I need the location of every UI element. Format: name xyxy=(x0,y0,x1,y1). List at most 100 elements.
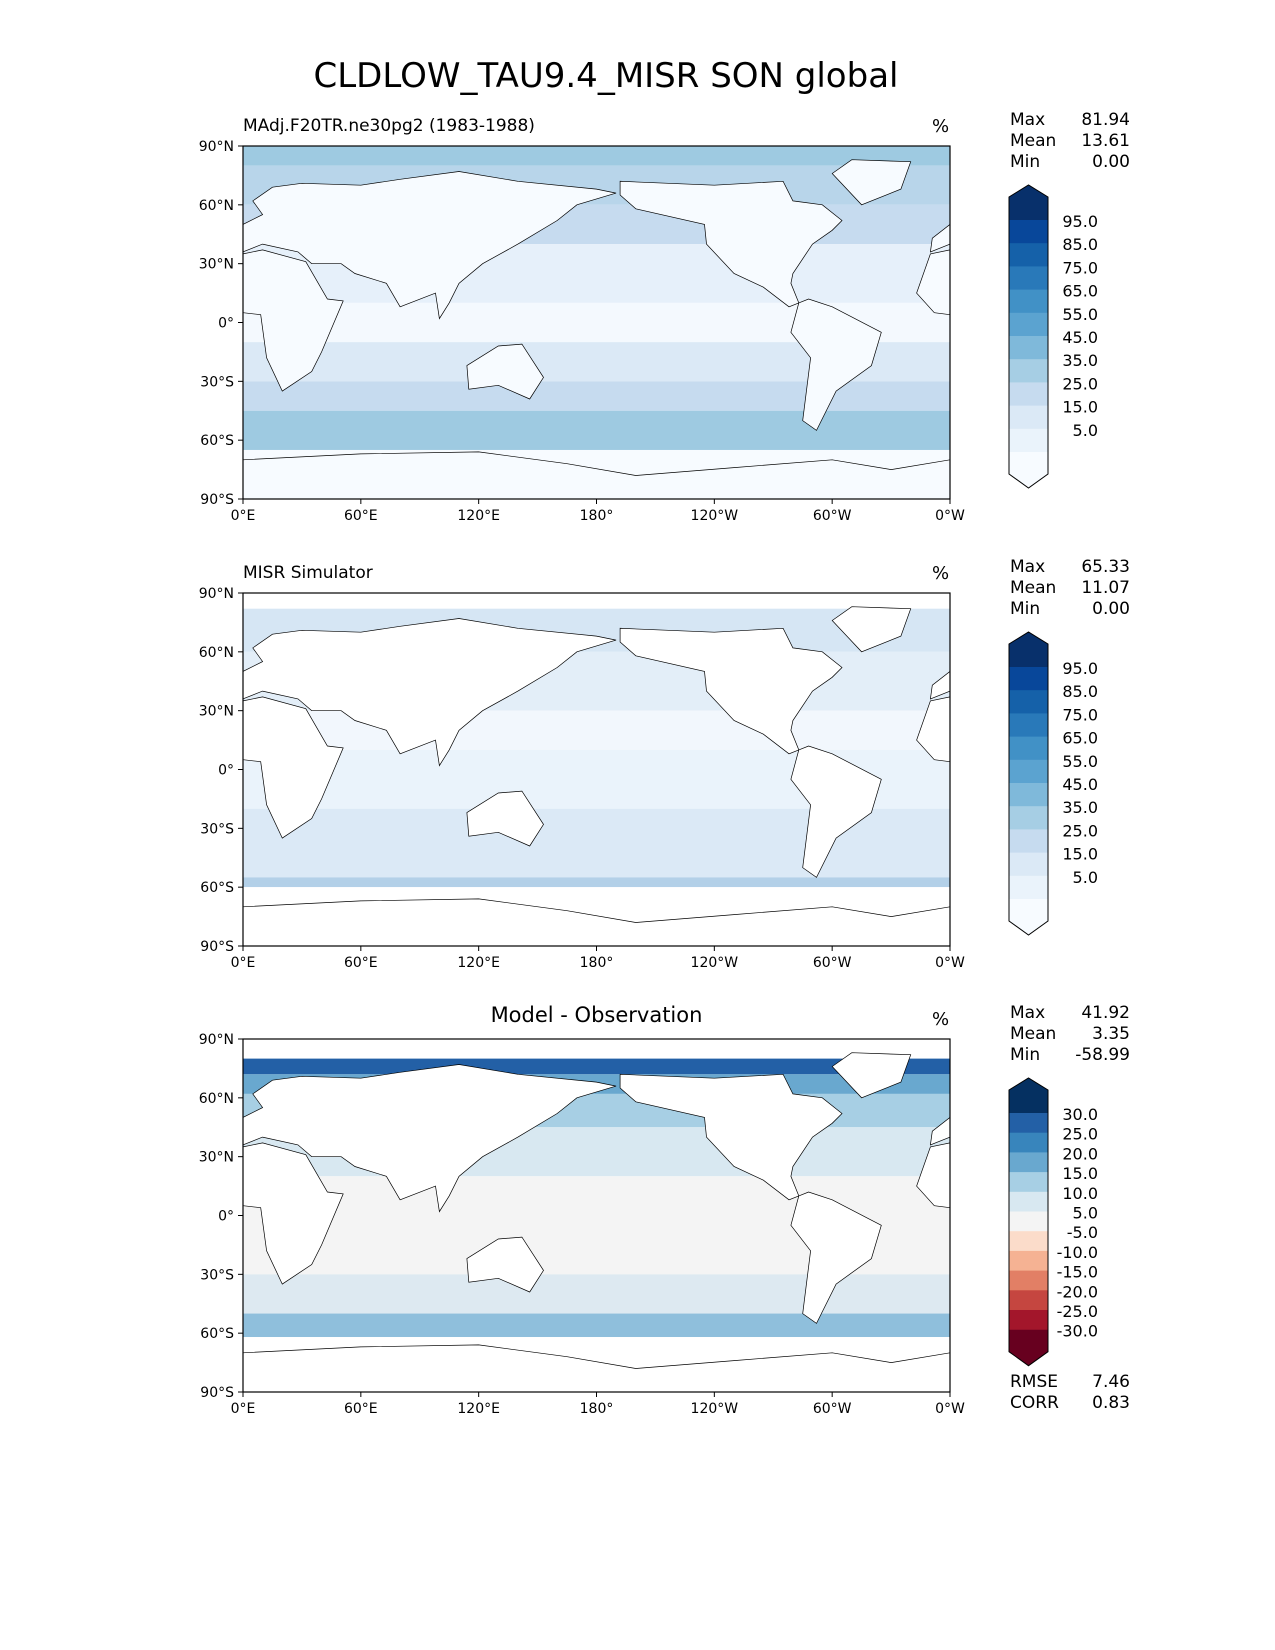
stat-min: Min -58.99 xyxy=(1010,1045,1130,1066)
colorbar-segment xyxy=(1009,428,1048,453)
colorbar-extension-top xyxy=(1009,1078,1048,1113)
colorbar-label: 95.0 xyxy=(1062,212,1098,231)
colorbar-label: 65.0 xyxy=(1062,729,1098,748)
lat-tick-label: 30°S xyxy=(200,821,234,837)
colorbar-label: 30.0 xyxy=(1062,1105,1098,1124)
stat-value: 13.61 xyxy=(1081,131,1130,151)
field-band xyxy=(243,1039,950,1059)
stat-value: 3.35 xyxy=(1092,1024,1130,1044)
colorbar-label: 15.0 xyxy=(1062,1164,1098,1183)
units-label: % xyxy=(932,563,950,584)
field-band xyxy=(243,410,950,450)
colorbar-label: 55.0 xyxy=(1062,305,1098,324)
colorbar-extension-bottom xyxy=(1009,452,1048,488)
stat-max: Max 65.33 xyxy=(1010,557,1130,578)
stat-label: Min xyxy=(1010,152,1041,172)
lat-tick-label: 0° xyxy=(218,763,234,779)
coastline xyxy=(243,249,344,392)
stats-box: Max 41.92 Mean 3.35 Min -58.99 xyxy=(1010,1003,1130,1066)
metric-label: CORR xyxy=(1010,1393,1059,1413)
coastline xyxy=(929,618,950,766)
map-field xyxy=(243,593,950,946)
colorbar-extension-top xyxy=(1009,185,1048,220)
lon-tick-label: 180° xyxy=(580,955,614,971)
colorbar-label: 25.0 xyxy=(1062,821,1098,840)
colorbar-segment xyxy=(1009,359,1048,383)
colorbar-label: -30.0 xyxy=(1057,1322,1098,1341)
colorbar-extension-bottom xyxy=(1009,899,1048,935)
colorbar-segment xyxy=(1009,266,1048,291)
colorbar-label: 5.0 xyxy=(1073,421,1098,440)
colorbar-2: 95.0 85.0 75.0 65.0 55.0 45.0 35.0 25.0 15.0 5.0 xyxy=(1008,631,1098,936)
coastline xyxy=(243,898,950,946)
map-panel-1: 90°N 60°N 30°N 0° 30°S 60°S 90°S0°E 60°E 120°E 18… xyxy=(199,139,965,524)
stats-box: Max 65.33 Mean 11.07 Min 0.00 xyxy=(1010,557,1130,620)
colorbar-label: 75.0 xyxy=(1062,705,1098,724)
colorbar-segment xyxy=(1009,1152,1048,1173)
lat-tick-label: 60°S xyxy=(200,880,234,896)
colorbar-extension-bottom xyxy=(1009,1329,1048,1366)
stat-value: -58.99 xyxy=(1075,1045,1130,1065)
colorbar-label: 15.0 xyxy=(1062,845,1098,864)
lon-tick-label: 60°W xyxy=(813,955,852,971)
colorbar-segment xyxy=(1009,289,1048,314)
colorbar-label: 15.0 xyxy=(1062,398,1098,417)
metrics-box: RMSE 7.46 CORR 0.83 xyxy=(1010,1372,1130,1414)
colorbar-label: 45.0 xyxy=(1062,328,1098,347)
colorbar-label: 20.0 xyxy=(1062,1144,1098,1163)
colorbar-outline xyxy=(1008,1077,1049,1367)
colorbar-segment xyxy=(1009,1231,1048,1252)
stat-min: Min 0.00 xyxy=(1010,152,1130,173)
colorbar-label: -10.0 xyxy=(1057,1243,1098,1262)
metric-label: RMSE xyxy=(1010,1372,1059,1392)
stat-max: Max 81.94 xyxy=(1010,110,1130,131)
coastline xyxy=(619,627,843,755)
colorbar-segment xyxy=(1009,220,1048,244)
map-panel-3: 90°N 60°N 30°N 0° 30°S 60°S 90°S0°E 60°E 120°E 18… xyxy=(199,1032,965,1417)
coastline xyxy=(466,343,544,400)
lon-tick-label: 0°W xyxy=(935,508,965,524)
stat-label: Mean xyxy=(1010,131,1057,151)
lon-tick-label: 180° xyxy=(580,508,614,524)
lon-tick-label: 0°W xyxy=(935,1401,965,1417)
colorbar-label: 10.0 xyxy=(1062,1184,1098,1203)
colorbar-segment xyxy=(1009,875,1048,900)
lat-tick-label: 60°N xyxy=(199,198,234,214)
coastline xyxy=(929,171,950,319)
colorbar-segment xyxy=(1009,713,1048,738)
lat-tick-label: 30°S xyxy=(200,1267,234,1283)
colorbar-label: 75.0 xyxy=(1062,258,1098,277)
coastline xyxy=(790,298,882,431)
map-field xyxy=(243,146,950,499)
stat-label: Max xyxy=(1010,557,1046,577)
colorbar-segment xyxy=(1009,690,1048,714)
colorbar-segment xyxy=(1009,312,1048,337)
colorbar-segment xyxy=(1009,667,1048,691)
lat-tick-label: 60°S xyxy=(200,1326,234,1342)
stat-mean: Mean 11.07 xyxy=(1010,578,1130,599)
field-band xyxy=(243,1313,950,1338)
lat-tick-label: 30°N xyxy=(199,1150,234,1166)
colorbar-label: 95.0 xyxy=(1062,659,1098,678)
lat-tick-label: 0° xyxy=(218,316,234,332)
stat-label: Mean xyxy=(1010,1024,1057,1044)
colorbar-label: -5.0 xyxy=(1067,1223,1098,1242)
coastline xyxy=(790,745,882,878)
colorbar-extension-top xyxy=(1009,632,1048,667)
coastline xyxy=(243,451,950,499)
colorbar-label: 5.0 xyxy=(1073,868,1098,887)
stat-value: 0.00 xyxy=(1092,599,1130,619)
stat-label: Max xyxy=(1010,110,1046,130)
colorbar-label: 45.0 xyxy=(1062,775,1098,794)
coastline xyxy=(790,1191,882,1324)
colorbar-outline xyxy=(1008,631,1049,936)
lat-tick-label: 90°S xyxy=(200,939,234,955)
units-label: % xyxy=(932,1009,950,1030)
coastline xyxy=(831,1052,912,1099)
coastline xyxy=(243,1344,950,1392)
lat-tick-label: 30°N xyxy=(199,704,234,720)
lon-tick-label: 0°E xyxy=(231,955,256,971)
lat-tick-label: 30°S xyxy=(200,374,234,390)
lat-tick-label: 60°N xyxy=(199,1091,234,1107)
